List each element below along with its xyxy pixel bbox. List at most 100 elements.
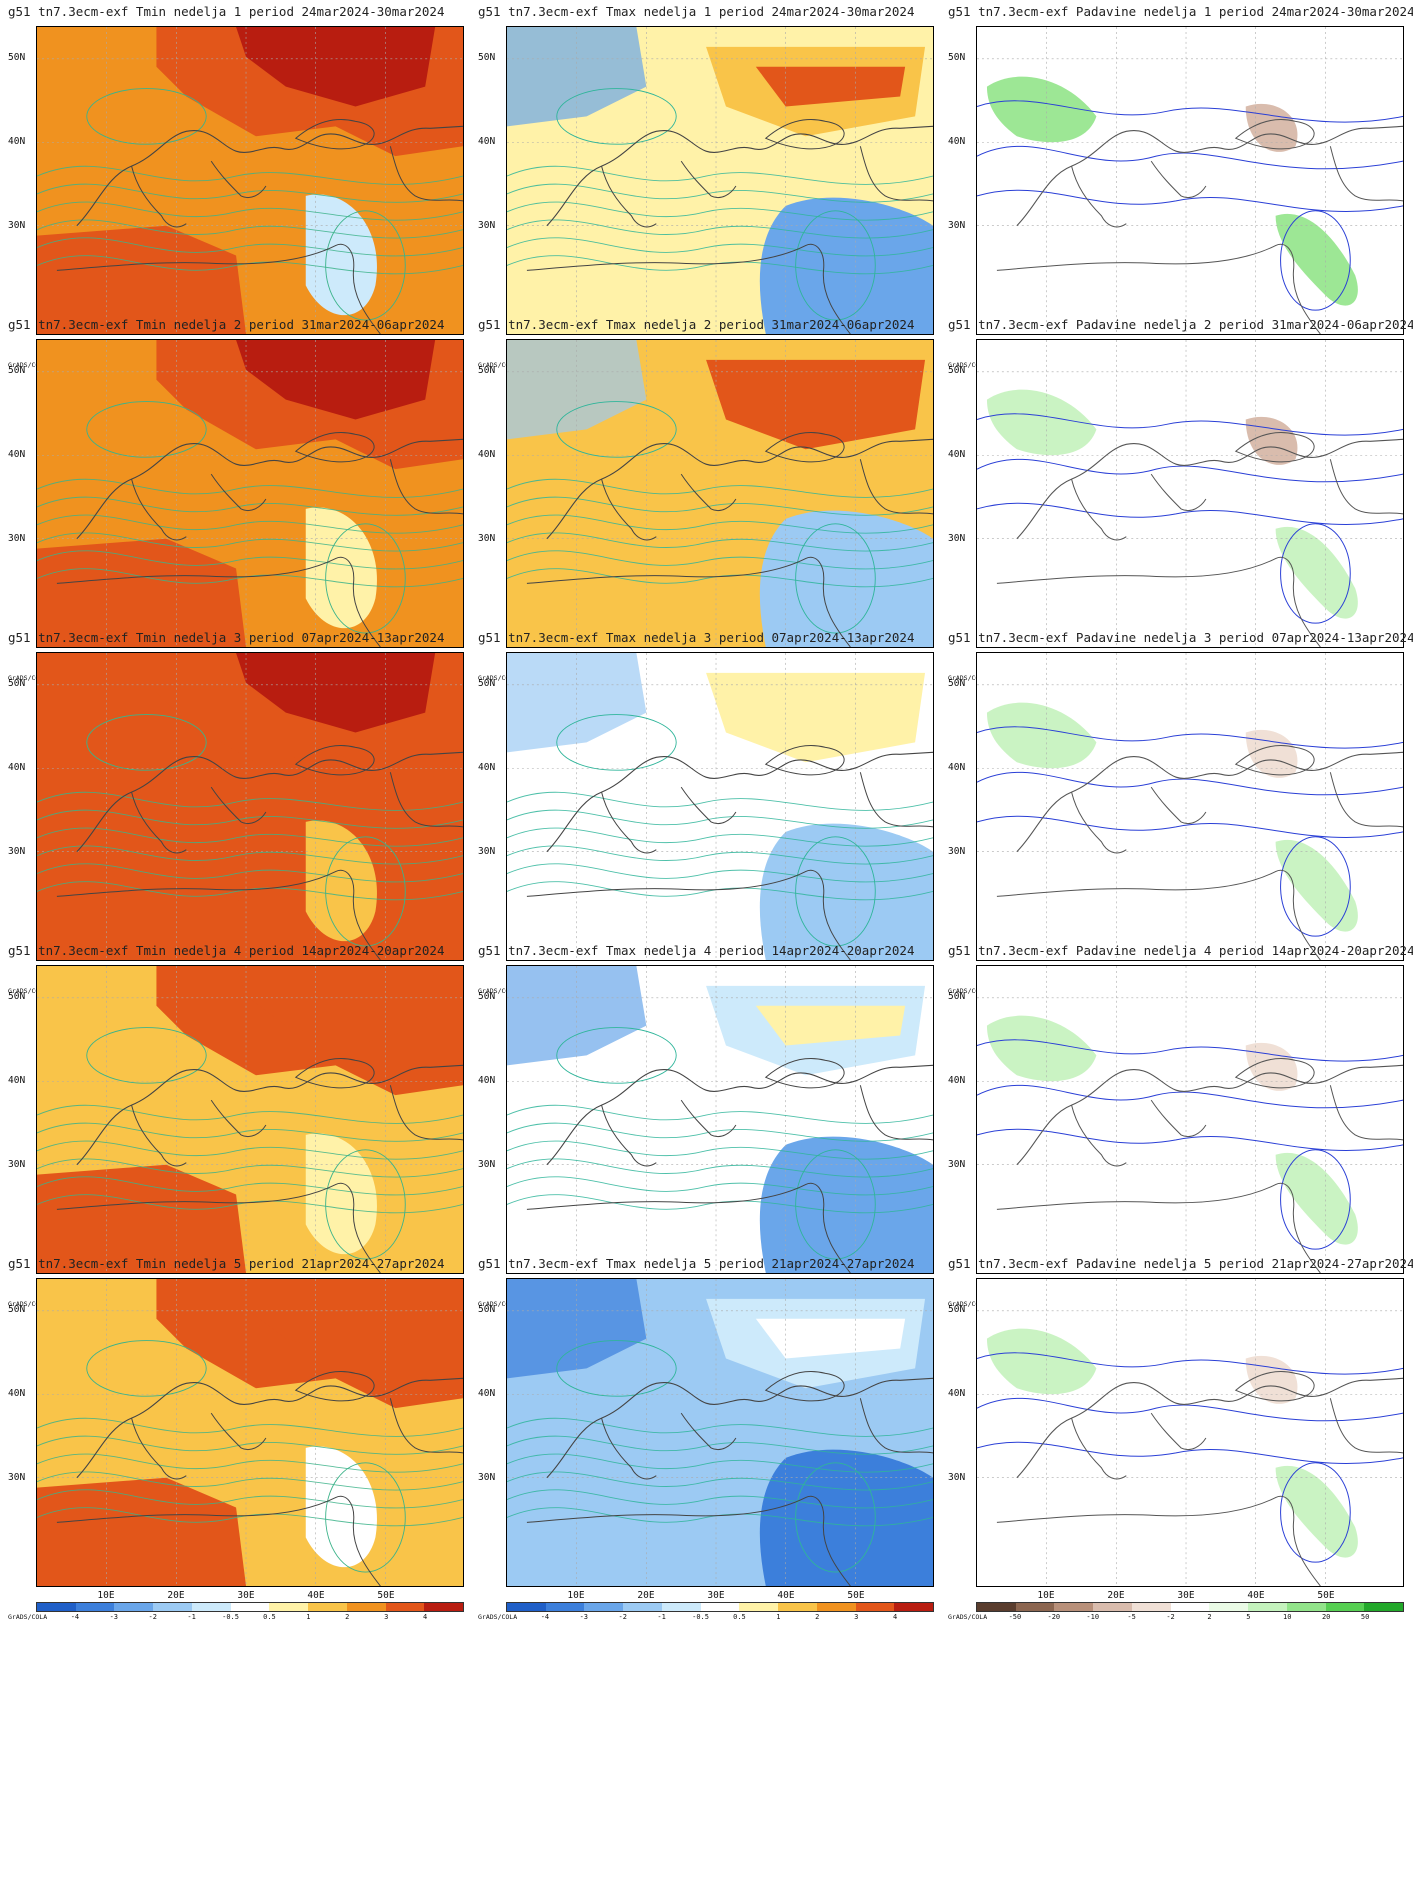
color-scale-label: 50 — [1360, 1613, 1370, 1621]
lat-label: 30N — [8, 533, 26, 544]
color-scale-swatch — [507, 1603, 546, 1611]
map-panel-tmax-week-2: g51 tn7.3ecm-exf Tmax nedelja 2 period 3… — [470, 313, 934, 688]
map-panel-tmax-week-4: g51 tn7.3ecm-exf Tmax nedelja 4 period 1… — [470, 939, 934, 1314]
color-scale-swatch — [75, 1603, 115, 1611]
lon-label: 50E — [377, 1590, 395, 1601]
map-panel-tmin-week-2: g51 tn7.3ecm-exf Tmin nedelja 2 period 3… — [0, 313, 464, 688]
map-plot — [506, 652, 934, 961]
lat-label: 50N — [948, 678, 966, 689]
map-panel-padavine-week-4: g51 tn7.3ecm-exf Padavine nedelja 4 peri… — [940, 939, 1413, 1314]
color-scale-swatch — [37, 1603, 76, 1611]
map-plot — [36, 1278, 464, 1587]
lat-label: 40N — [948, 762, 966, 773]
lat-label: 40N — [478, 762, 496, 773]
map-plot — [976, 1278, 1404, 1587]
color-scale-label: -4 — [540, 1613, 550, 1621]
grads-credit: GrADS/COLA — [8, 987, 48, 995]
map-field — [977, 340, 1403, 647]
lat-label: 40N — [8, 449, 26, 460]
color-scale-swatch — [1170, 1603, 1210, 1611]
color-scale-swatch — [778, 1603, 817, 1611]
color-scale-swatch — [739, 1603, 779, 1611]
lon-label: 40E — [307, 1590, 325, 1601]
color-scale-label: 1 — [306, 1613, 311, 1621]
panel-title: g51 tn7.3ecm-exf Padavine nedelja 4 peri… — [948, 943, 1413, 958]
map-field — [37, 27, 463, 334]
lon-label: 20E — [1107, 1590, 1125, 1601]
color-scale-label: 2 — [345, 1613, 350, 1621]
map-field — [37, 966, 463, 1273]
lat-label: 50N — [8, 1304, 26, 1315]
color-scale-swatch — [1015, 1603, 1055, 1611]
grads-credit: GrADS/COLA — [8, 1300, 48, 1308]
lat-label: 40N — [8, 1075, 26, 1086]
map-panel-padavine-week-5: g51 tn7.3ecm-exf Padavine nedelja 5 peri… — [940, 1252, 1413, 1627]
panel-title: g51 tn7.3ecm-exf Padavine nedelja 1 peri… — [948, 4, 1413, 19]
color-scale-swatch — [623, 1603, 662, 1611]
color-scale-swatch — [308, 1603, 347, 1611]
color-scale-label: -0.5 — [222, 1613, 239, 1621]
color-scale-swatch — [424, 1603, 464, 1611]
map-panel-tmax-week-3: g51 tn7.3ecm-exf Tmax nedelja 3 period 0… — [470, 626, 934, 1001]
map-plot — [506, 26, 934, 335]
panel-title: g51 tn7.3ecm-exf Padavine nedelja 5 peri… — [948, 1256, 1413, 1271]
lat-label: 30N — [8, 846, 26, 857]
lat-label: 40N — [948, 1075, 966, 1086]
map-field — [507, 966, 933, 1273]
lat-label: 50N — [478, 991, 496, 1002]
color-scale-label: 2 — [815, 1613, 820, 1621]
lon-label: 10E — [1037, 1590, 1055, 1601]
grads-credit: GrADS/COLA — [948, 987, 988, 995]
map-panel-tmin-week-4: g51 tn7.3ecm-exf Tmin nedelja 4 period 1… — [0, 939, 464, 1314]
map-plot — [976, 26, 1404, 335]
panel-title: g51 tn7.3ecm-exf Padavine nedelja 2 peri… — [948, 317, 1413, 332]
lat-label: 30N — [8, 1472, 26, 1483]
color-scale-label: 3 — [384, 1613, 389, 1621]
lat-label: 40N — [948, 449, 966, 460]
color-scale-label: -1 — [187, 1613, 196, 1621]
lat-label: 50N — [478, 52, 496, 63]
lat-label: 50N — [478, 1304, 496, 1315]
lat-label: 40N — [8, 762, 26, 773]
map-field — [977, 27, 1403, 334]
color-scale-label: -10 — [1086, 1613, 1100, 1621]
lat-label: 50N — [478, 365, 496, 376]
lat-label: 50N — [8, 678, 26, 689]
lat-label: 40N — [8, 1388, 26, 1399]
panel-title: g51 tn7.3ecm-exf Tmax nedelja 3 period 0… — [478, 630, 915, 645]
lon-label: 30E — [1177, 1590, 1195, 1601]
panel-title: g51 tn7.3ecm-exf Tmin nedelja 5 period 2… — [8, 1256, 445, 1271]
map-plot — [976, 339, 1404, 648]
lon-label: 30E — [707, 1590, 725, 1601]
grads-credit: GrADS/COLA — [478, 674, 518, 682]
panel-title: g51 tn7.3ecm-exf Tmax nedelja 1 period 2… — [478, 4, 915, 19]
map-plot — [36, 339, 464, 648]
lat-label: 30N — [478, 1472, 496, 1483]
grads-credit: GrADS/COLA — [478, 987, 518, 995]
lat-label: 40N — [8, 136, 26, 147]
color-scale-label: -4 — [70, 1613, 80, 1621]
lat-label: 30N — [948, 1159, 966, 1170]
color-scale-swatch — [191, 1603, 231, 1611]
color-scale-label: 0.5 — [263, 1613, 276, 1621]
color-scale — [506, 1602, 934, 1612]
lat-label: 30N — [478, 533, 496, 544]
grads-credit: GrADS/COLA — [8, 361, 48, 369]
lat-label: 30N — [948, 846, 966, 857]
color-scale-swatch — [977, 1603, 1016, 1611]
color-scale-swatch — [584, 1603, 624, 1611]
color-scale-label: 4 — [422, 1613, 428, 1621]
grads-credit: GrADS/COLA — [948, 1613, 988, 1621]
color-scale-swatch — [545, 1603, 585, 1611]
lat-label: 50N — [948, 365, 966, 376]
color-scale-label: -0.5 — [692, 1613, 709, 1621]
map-plot — [36, 965, 464, 1274]
color-scale-swatch — [1286, 1603, 1326, 1611]
lat-label: 30N — [478, 220, 496, 231]
lon-label: 40E — [1247, 1590, 1265, 1601]
lat-label: 30N — [8, 220, 26, 231]
lon-label: 50E — [1317, 1590, 1335, 1601]
lat-label: 40N — [478, 136, 496, 147]
color-scale-swatch — [346, 1603, 386, 1611]
map-field — [977, 1279, 1403, 1586]
